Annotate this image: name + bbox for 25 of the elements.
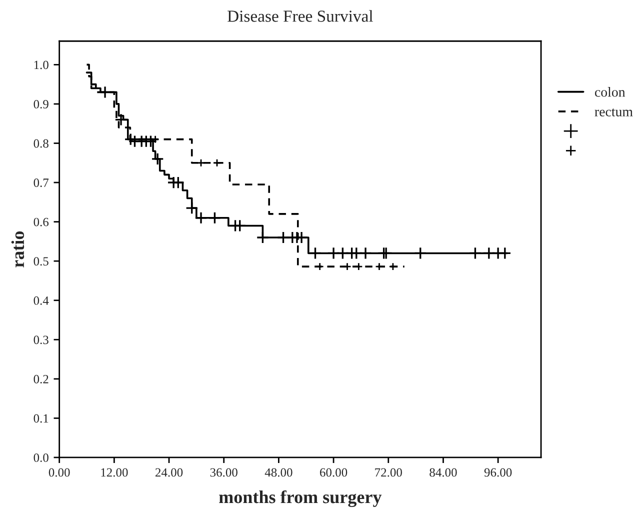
x-tick-label: 60.00	[320, 468, 348, 477]
y-tick-label: 0.1	[34, 414, 48, 423]
x-tick-label: 72.00	[375, 468, 402, 477]
x-tick-label: 0.00	[48, 468, 70, 477]
y-tick-label: 0.7	[34, 178, 49, 188]
x-tick-label: 96.00	[484, 468, 512, 477]
x-tick-label: 84.00	[430, 468, 457, 477]
y-tick-label: 1.0	[34, 60, 48, 70]
chart-title: Disease Free Survival	[228, 10, 373, 22]
y-tick-label: 0.8	[34, 139, 48, 148]
y-tick-label: 0.3	[34, 336, 48, 344]
legend-label: colon	[594, 87, 626, 97]
legend-label: rectum	[594, 108, 633, 116]
y-tick-label: 0.6	[34, 218, 49, 226]
x-tick-label: 48.00	[264, 468, 292, 477]
y-axis-title: ratio	[11, 231, 24, 268]
x-tick-label: 24.00	[156, 468, 183, 477]
x-tick-label: 36.00	[210, 468, 238, 477]
y-tick-label: 0.2	[34, 374, 48, 384]
x-tick-label: 12.00	[101, 468, 128, 477]
x-axis-title: months from surgery	[219, 490, 382, 508]
y-tick-label: 0.9	[34, 100, 48, 108]
y-tick-label: 0.0	[34, 453, 48, 462]
y-tick-label: 0.4	[34, 296, 49, 305]
y-tick-label: 0.5	[34, 257, 48, 266]
